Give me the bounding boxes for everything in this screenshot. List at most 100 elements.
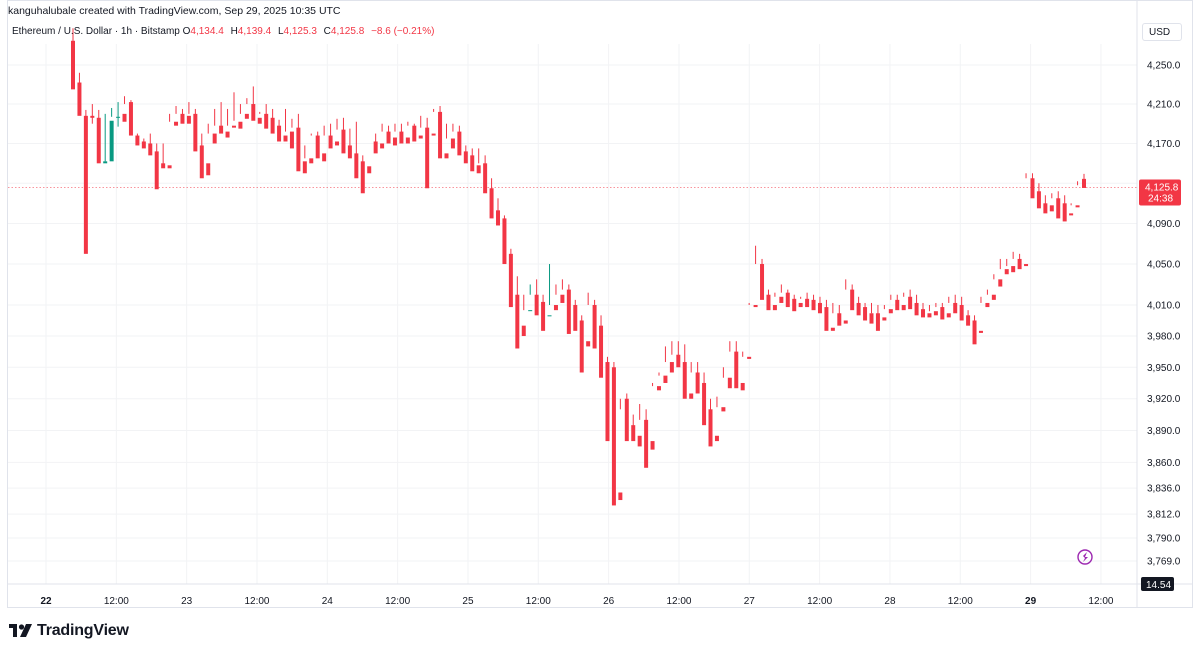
y-tick-label: 4,090.0 (1147, 219, 1181, 230)
y-tick-label: 4,050.0 (1147, 260, 1181, 271)
candle-body-down (579, 320, 584, 373)
candle-body-down (708, 409, 713, 447)
candle-body-down (624, 398, 629, 442)
candle-body-down (302, 161, 307, 174)
candle-body-down (399, 131, 404, 144)
candle-body-down (940, 307, 945, 320)
candle-body-down (747, 356, 752, 359)
candle-body-down (90, 115, 95, 118)
currency-selector[interactable]: USD (1142, 23, 1182, 41)
low-value: 4,125.3 (283, 26, 317, 37)
candle-body-down (560, 294, 565, 303)
candle-body-down (785, 292, 790, 308)
x-tick-label: 22 (40, 596, 52, 607)
x-tick-label: 12:00 (807, 596, 832, 607)
candle-body-down (888, 309, 893, 314)
x-tick-label: 12:00 (244, 596, 269, 607)
tradingview-logo[interactable]: TradingView (9, 622, 129, 640)
candle-body-down (656, 386, 661, 391)
symbol-legend: Ethereum / U.S. Dollar · 1h · Bitstamp O… (12, 26, 438, 37)
close-label: C (323, 26, 331, 37)
candle-body-down (573, 305, 578, 331)
candle-body-down (553, 305, 558, 311)
x-tick-label: 26 (603, 596, 615, 607)
candle-body-down (959, 305, 964, 321)
candle-body-down (772, 305, 777, 311)
candle-body-down (760, 264, 765, 300)
candle-body-down (148, 143, 153, 156)
y-tick-label: 4,250.0 (1147, 61, 1181, 72)
candle-body-down (946, 313, 951, 318)
candle-body-down (1017, 258, 1022, 270)
y-tick-label: 3,980.0 (1147, 332, 1181, 343)
candle-body-down (122, 113, 127, 122)
candle-body-down (219, 125, 224, 134)
candle-body-down (734, 351, 739, 389)
candle-body-down (811, 299, 816, 311)
y-tick-label: 3,836.0 (1147, 484, 1181, 495)
y-tick-label: 3,950.0 (1147, 363, 1181, 374)
candle-body-down (386, 131, 391, 144)
candle-body-down (637, 435, 642, 447)
candle-body-down (1030, 178, 1035, 199)
candle-body-down (367, 166, 372, 174)
candle-body-down (277, 125, 282, 142)
candle-body-down (843, 320, 848, 324)
change-value: −8.6 (−0.21%) (371, 26, 435, 37)
candle-body-down (244, 113, 249, 119)
candle-body-up (103, 161, 108, 164)
candle-body-down (908, 296, 913, 310)
candle-body-down (96, 117, 101, 164)
candle-body-up (547, 315, 552, 317)
candle-body-down (476, 165, 481, 174)
candle-body-down (225, 131, 230, 138)
candle-body-down (322, 153, 327, 162)
candle-body-down (341, 129, 346, 154)
candle-body-down (869, 313, 874, 324)
candle-body-down (128, 102, 133, 136)
candle-body-down (438, 111, 443, 159)
candle-body-down (727, 377, 732, 389)
candle-body-down (714, 435, 719, 442)
candle-body-down (599, 325, 604, 378)
candle-body-down (521, 325, 526, 337)
candle-body-down (850, 289, 855, 311)
candle-body-down (534, 294, 539, 316)
candle-body-down (83, 115, 88, 254)
candle-body-down (508, 253, 513, 308)
candle-body-down (541, 301, 546, 331)
chart-frame (7, 0, 1193, 608)
y-tick-label: 4,170.0 (1147, 139, 1181, 150)
x-tick-label: 12:00 (104, 596, 129, 607)
candle-body-down (740, 382, 745, 391)
candle-body-down (174, 121, 179, 126)
replay-icon[interactable] (1077, 549, 1093, 565)
candle-body-down (766, 294, 771, 311)
candle-body-down (991, 294, 996, 300)
candle-body-down (927, 313, 932, 318)
candle-body-up (528, 310, 533, 312)
candle-body-down (972, 320, 977, 345)
high-label: H (230, 26, 238, 37)
candle-body-down (650, 441, 655, 450)
candle-body-down (489, 188, 494, 219)
x-tick-label: 12:00 (948, 596, 973, 607)
symbol-name[interactable]: Ethereum / U.S. Dollar · 1h · Bitstamp (12, 26, 180, 37)
candle-body-down (283, 135, 288, 142)
candle-body-down (663, 375, 668, 383)
candle-body-down (644, 419, 649, 468)
candle-body-down (193, 113, 198, 152)
candle-body-down (837, 313, 842, 326)
candle-body-down (180, 113, 185, 124)
candle-body-down (309, 158, 314, 164)
x-tick-label: 27 (744, 596, 756, 607)
candle-body-down (875, 313, 880, 331)
candle-body-down (592, 305, 597, 349)
candle-body-down (689, 393, 694, 399)
candle-body-down (631, 425, 636, 442)
candle-body-down (566, 289, 571, 334)
candle-body-down (586, 341, 591, 347)
open-label: O (182, 26, 191, 37)
candle-body-down (1036, 191, 1041, 209)
